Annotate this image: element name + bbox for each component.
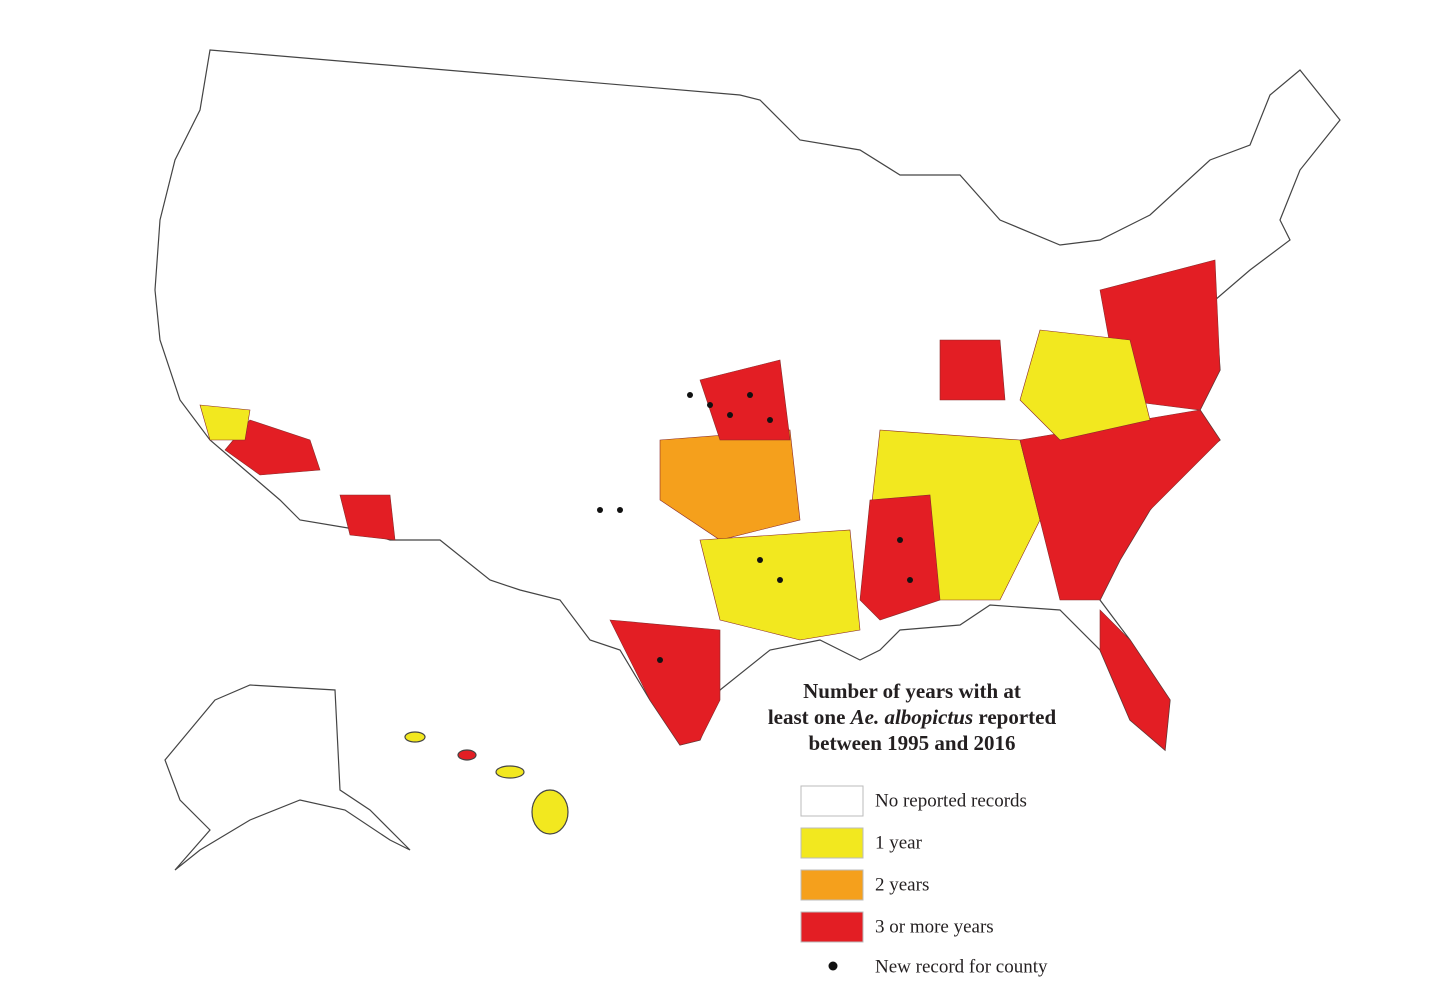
- legend: No reported records 1 year 2 years 3 or mor…: [800, 785, 1048, 977]
- legend-label: 1 year: [875, 832, 923, 853]
- hawaii-island: [495, 765, 525, 779]
- region-1yr: [1019, 329, 1151, 441]
- region-3yr: [939, 339, 1006, 401]
- title-line: Number of years with at: [803, 679, 1021, 703]
- new-record-dots: [597, 392, 913, 663]
- region-1yr: [699, 529, 861, 641]
- title-part: least one: [768, 705, 846, 729]
- legend-swatch: [800, 785, 864, 817]
- legend-label: 3 or more years: [875, 916, 994, 937]
- hawaii-island: [457, 749, 477, 761]
- legend-dot: [828, 961, 838, 971]
- title-part: reported: [978, 705, 1056, 729]
- region-3yr: [339, 494, 396, 541]
- alaska: [164, 684, 411, 871]
- region-3yr: [1099, 609, 1171, 751]
- region-1yr: [199, 404, 251, 441]
- region-3yr: [859, 494, 941, 621]
- title-species: Ae. albopictus: [849, 705, 974, 729]
- region-3yr: [609, 619, 721, 746]
- hawaii-island: [531, 789, 569, 835]
- title-line: between 1995 and 2016: [808, 731, 1015, 755]
- basemap: [154, 49, 1341, 871]
- title-line: least one Ae. albopictus reported: [768, 705, 1057, 729]
- legend-swatch: [800, 869, 864, 901]
- legend-label: No reported records: [875, 790, 1027, 811]
- legend-label: 2 years: [875, 874, 929, 895]
- hawaii-island: [404, 731, 426, 743]
- legend-swatch: [800, 827, 864, 859]
- region-3yr: [1019, 409, 1221, 601]
- legend-label: New record for county: [875, 956, 1048, 977]
- region-3yr: [224, 419, 321, 476]
- legend-swatch: [800, 911, 864, 943]
